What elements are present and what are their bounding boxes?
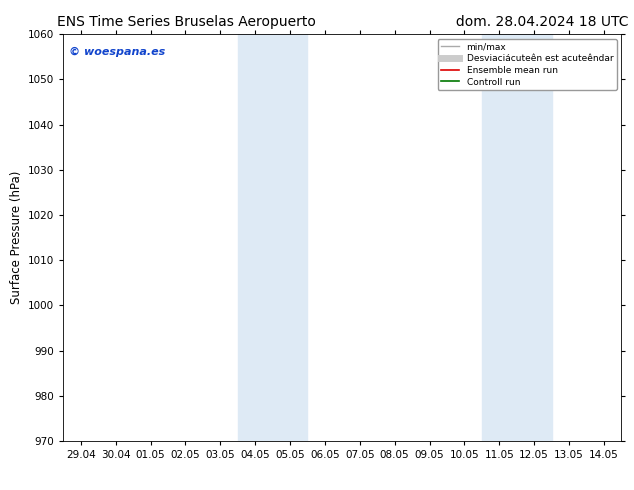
Text: © woespana.es: © woespana.es (69, 47, 165, 56)
Bar (482, 34, 552, 441)
Y-axis label: Surface Pressure (hPa): Surface Pressure (hPa) (10, 171, 23, 304)
Legend: min/max, Desviaciácuteên est acuteêndar, Ensemble mean run, Controll run: min/max, Desviaciácuteên est acuteêndar,… (437, 39, 617, 90)
Title: ENS Time Series Bruselas Aeropuerto                                dom. 28.04.20: ENS Time Series Bruselas Aeropuerto dom.… (56, 15, 628, 29)
Bar (238, 34, 307, 441)
